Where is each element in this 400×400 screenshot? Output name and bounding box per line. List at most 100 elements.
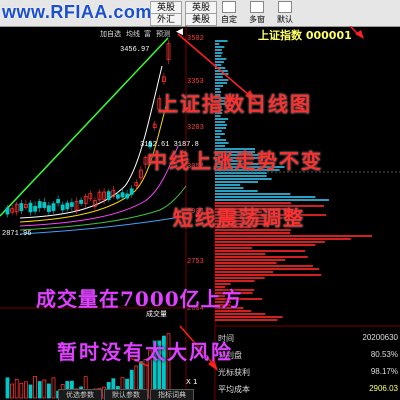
chip-bar: [215, 103, 229, 105]
default-icon[interactable]: [278, 1, 292, 13]
chip-bar: [215, 238, 351, 240]
ma-line-magenta: [19, 145, 179, 227]
chip-bar: [215, 94, 221, 96]
chip-bar: [215, 130, 222, 132]
chip-bar: [215, 286, 226, 288]
chip-bar: [215, 199, 329, 201]
chip-bar: [215, 283, 231, 285]
chip-bar: [215, 106, 222, 108]
chip-bar: [215, 76, 223, 78]
chip-bar: [215, 292, 253, 294]
chip-bar: [215, 115, 221, 117]
ma-line-green: [19, 185, 187, 231]
chip-bar: [215, 190, 258, 192]
volume-bar: [47, 383, 51, 399]
chip-bar: [215, 226, 252, 228]
price-level: 2903: [187, 208, 204, 216]
info-label: 时间: [218, 334, 234, 343]
ma-line-blue: [19, 215, 187, 235]
tab-add-favorite[interactable]: 加自选: [100, 31, 121, 38]
chip-bar: [215, 313, 266, 315]
volume-bar: [37, 381, 42, 399]
price-level: 3203: [187, 124, 204, 132]
chip-bar: [215, 274, 322, 276]
bottom-tab-optimized-params[interactable]: 优选参数: [58, 389, 102, 400]
toolbar-button-hk-stock[interactable]: 英股: [150, 1, 182, 14]
chip-bar: [215, 133, 225, 135]
bottom-tab-default-params[interactable]: 默认参数: [104, 389, 148, 400]
multi-window-icon[interactable]: [250, 1, 264, 13]
chip-bar: [215, 253, 266, 255]
custom-icon[interactable]: [222, 1, 236, 13]
chip-bar: [215, 91, 222, 93]
chip-bar: [215, 250, 306, 252]
info-label: 平均成本: [218, 385, 250, 394]
chip-bar: [215, 166, 285, 168]
chip-bar: [215, 229, 291, 231]
info-value: 80.53%: [370, 350, 398, 359]
volume-label: 成交量: [146, 310, 167, 318]
toolbar-button-forex[interactable]: 外汇: [150, 13, 182, 26]
chip-bar: [215, 298, 263, 300]
chip-bar: [215, 142, 229, 144]
chip-bar: [215, 271, 274, 273]
chip-bar: [215, 265, 313, 267]
chip-bar: [215, 208, 291, 210]
price-level: 2753: [187, 258, 204, 266]
overlay-text-midterm: 中线上涨走势不变: [147, 149, 323, 173]
price-level: 3052: [187, 163, 204, 171]
chip-bar: [215, 235, 373, 237]
chip-bar: [215, 58, 227, 60]
arrow-line: [129, 357, 149, 367]
chip-bar: [215, 262, 277, 264]
chip-bar: [215, 301, 231, 303]
chip-bar: [215, 193, 291, 195]
chip-bar: [215, 52, 223, 54]
tab-ma[interactable]: 均线: [126, 31, 140, 38]
ma-line-yellow: [19, 105, 167, 223]
chip-bar: [215, 67, 226, 69]
chip-bar: [215, 136, 221, 138]
volume-bar: [10, 383, 15, 399]
price-level: 2604: [187, 305, 204, 313]
chip-distribution: [215, 40, 373, 321]
chip-bar: [215, 217, 283, 219]
top-toolbar: 英股 外汇 英股 美股 自定 多窗 默认: [0, 0, 400, 27]
info-value: 98.17%: [370, 367, 398, 376]
arrow-line: [177, 33, 251, 97]
price-level: 3353: [187, 78, 204, 86]
chip-bar: [215, 295, 226, 297]
toolbar-button-us-stock[interactable]: 美股: [185, 13, 217, 26]
ma-value-label: 3152.61 3187.8: [140, 141, 199, 149]
chip-bar: [215, 277, 265, 279]
chip-bar: [215, 280, 255, 282]
chip-bar: [215, 145, 226, 147]
volume-bar: [42, 379, 47, 399]
chip-bar: [215, 163, 259, 165]
arrow-head: [208, 359, 218, 371]
chip-bar: [215, 175, 267, 177]
volume-bar: [51, 377, 56, 399]
bottom-tab-indicator-dictionary[interactable]: 指标词典: [150, 389, 194, 400]
chip-bar: [215, 46, 225, 48]
chip-bar: [215, 64, 222, 66]
toolbar-button-default[interactable]: 默认: [277, 15, 293, 24]
chip-bar: [215, 307, 244, 309]
chip-bar: [215, 139, 227, 141]
price-marker-label: 3456.97: [120, 46, 150, 54]
speaker-icon[interactable]: ◀︎: [176, 27, 183, 37]
toolbar-button-multi-window[interactable]: 多窗: [249, 15, 265, 24]
info-value: 2906.03: [369, 384, 398, 393]
tab-rich[interactable]: 富: [144, 31, 151, 38]
toolbar-button-custom[interactable]: 自定: [221, 15, 237, 24]
chip-bar: [215, 169, 280, 171]
chip-bar: [215, 181, 259, 183]
chip-bar: [215, 73, 229, 75]
chip-bar: [215, 205, 325, 207]
chip-bar: [215, 97, 227, 99]
tab-forecast[interactable]: 预测: [156, 31, 170, 38]
overlay-text-shortterm: 短线震荡调整: [173, 206, 305, 230]
chip-bar: [215, 241, 325, 243]
ma-line-white: [19, 65, 163, 219]
trend-line: [0, 37, 169, 217]
